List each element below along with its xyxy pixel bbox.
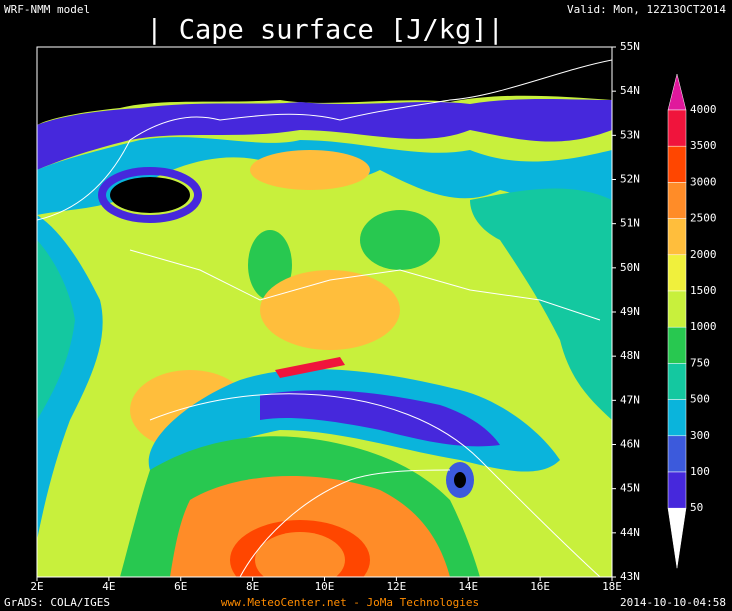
colorbar-label: 100 [690,465,710,478]
colorbar-swatch [667,363,687,400]
cape-field [37,47,612,577]
colorbar-swatch [667,145,687,183]
footer-timestamp: 2014-10-10-04:58 [620,596,726,609]
colorbar-swatch [667,182,687,219]
colorbar-label: 750 [690,356,710,369]
colorbar-label: 3500 [690,139,717,152]
lat-label: 53N [620,128,640,141]
footer-credit: www.MeteoCenter.net - JoMa Technologies [221,596,479,609]
lat-label: 50N [620,261,640,274]
lon-label: 2E [30,580,43,593]
lat-label: 44N [620,526,640,539]
colorbar-label: 500 [690,393,710,406]
lat-label: 51N [620,217,640,230]
colorbar-swatch [667,399,687,437]
model-label: WRF-NMM model [4,3,90,16]
footer-left: GrADS: COLA/IGES [4,596,110,609]
valid-time: Valid: Mon, 12Z13OCT2014 [567,3,726,16]
lat-label: 54N [620,84,640,97]
lat-label: 45N [620,482,640,495]
colorbar-label: 2000 [690,248,717,261]
colorbar-cap [667,73,687,111]
lat-label: 55N [620,40,640,53]
colorbar-label: 1000 [690,320,717,333]
lat-label: 47N [620,393,640,406]
colorbar-swatch [667,254,687,292]
colorbar-label: 1500 [690,284,717,297]
lon-label: 18E [602,580,622,593]
colorbar-label: 3000 [690,175,717,188]
lon-label: 8E [246,580,259,593]
colorbar-label: 2500 [690,212,717,225]
lon-label: 12E [386,580,406,593]
colorbar-label: 300 [690,429,710,442]
colorbar-swatch [667,471,687,509]
lon-label: 14E [458,580,478,593]
colorbar-label: 4000 [690,103,717,116]
colorbar-swatch [667,435,687,473]
lat-label: 52N [620,173,640,186]
colorbar-cap [667,507,687,569]
map-title: | Cape surface [J/kg]| [146,15,504,46]
lat-label: 46N [620,438,640,451]
lon-label: 10E [315,580,335,593]
colorbar-label: 50 [690,501,703,514]
lat-label: 49N [620,305,640,318]
lat-label: 48N [620,349,640,362]
colorbar-swatch [667,290,687,328]
colorbar-swatch [667,218,687,256]
lon-label: 4E [102,580,115,593]
lon-label: 6E [174,580,187,593]
colorbar-swatch [667,109,687,147]
colorbar-swatch [667,326,687,364]
lon-label: 16E [530,580,550,593]
lat-label: 43N [620,570,640,583]
